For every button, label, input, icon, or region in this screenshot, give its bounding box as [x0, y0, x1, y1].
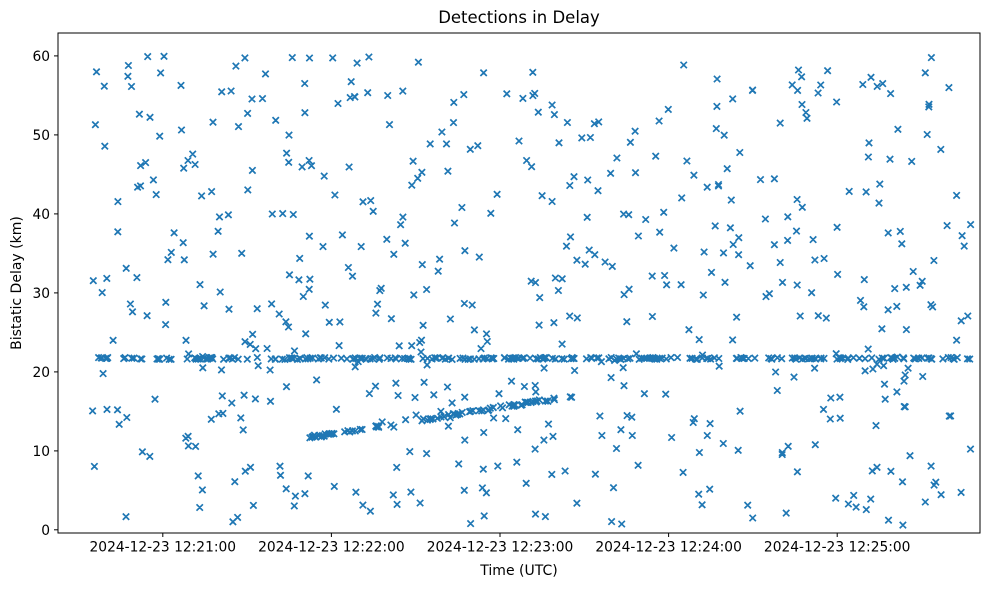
y-tick-label: 50 — [32, 128, 50, 144]
y-axis-tick-labels: 0 10 20 30 40 50 60 — [32, 49, 50, 539]
plot-area — [58, 33, 980, 533]
x-tick-label: 2024-12-23 12:25:00 — [764, 540, 911, 556]
x-tick-label: 2024-12-23 12:22:00 — [258, 540, 405, 556]
y-axis-ticks — [54, 55, 58, 531]
scatter-series-background-detections — [88, 52, 975, 529]
axes-spines — [57, 32, 981, 534]
scatter-series-ascending-target-track — [306, 392, 576, 442]
y-axis-label: Bistatic Delay (km) — [9, 216, 25, 350]
x-tick-label: 2024-12-23 12:24:00 — [595, 540, 742, 556]
x-tick-label: 2024-12-23 12:21:00 — [90, 540, 237, 556]
x-axis-ticks — [162, 533, 838, 537]
x-axis-label: Time (UTC) — [479, 563, 557, 579]
y-tick-label: 30 — [32, 286, 50, 302]
y-tick-label: 20 — [32, 365, 50, 381]
x-tick-label: 2024-12-23 12:23:00 — [427, 540, 574, 556]
scatter-series-group — [88, 52, 975, 529]
y-tick-label: 10 — [32, 444, 50, 460]
x-axis-tick-labels: 2024-12-23 12:21:00 2024-12-23 12:22:00 20… — [90, 540, 911, 556]
scatter-series-constant-delay-clutter-line — [94, 353, 974, 364]
y-tick-label: 0 — [41, 523, 50, 539]
y-tick-label: 60 — [32, 49, 50, 65]
chart-title: Detections in Delay — [438, 8, 600, 27]
y-tick-label: 40 — [32, 207, 50, 223]
